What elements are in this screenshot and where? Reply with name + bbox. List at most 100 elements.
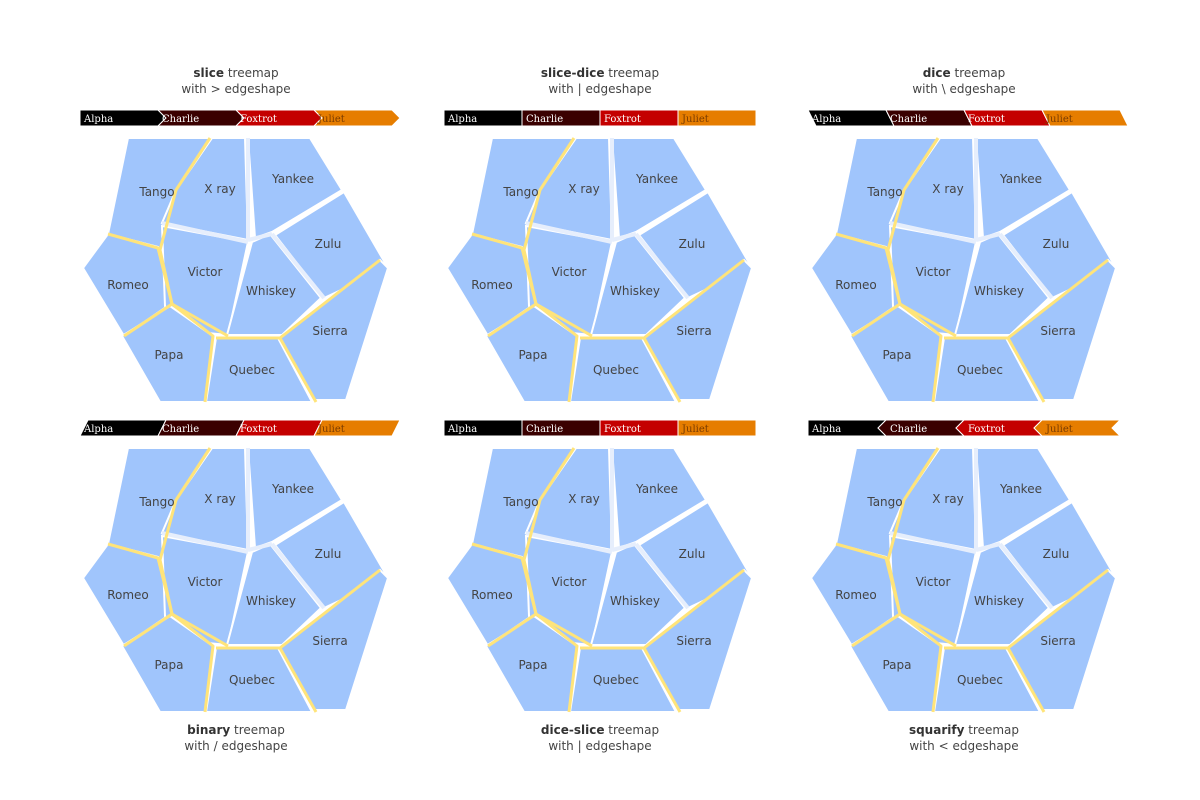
chart-subtitle: with | edgeshape — [548, 739, 652, 753]
cell-label: Sierra — [1040, 634, 1075, 648]
pathbar-label: Charlie — [162, 114, 199, 125]
cell-label: Quebec — [593, 673, 639, 687]
cell-label: Whiskey — [246, 594, 296, 608]
pathbar-segment[interactable]: Juliet — [677, 419, 757, 437]
chart-subtitle: with > edgeshape — [181, 82, 291, 96]
cell-label: Tango — [866, 495, 902, 509]
cell-label: Zulu — [679, 547, 706, 561]
cell-separator — [270, 542, 326, 610]
treemap-cell[interactable] — [246, 137, 344, 240]
cell-label: Romeo — [471, 278, 513, 292]
pathbar-label: Charlie — [890, 114, 927, 125]
highlight-border — [123, 612, 173, 648]
cell-label: Yankee — [999, 172, 1042, 186]
treemap-cell[interactable] — [610, 447, 708, 550]
pathbar-label: Charlie — [526, 114, 563, 125]
cell-label: Papa — [882, 348, 911, 362]
chart-title-5: squarify treemap with < edgeshape — [908, 723, 1020, 753]
cell-label: Romeo — [107, 278, 149, 292]
highlight-border — [642, 337, 682, 403]
pathbar-segment[interactable]: Juliet — [1041, 109, 1129, 127]
highlight-border — [278, 647, 318, 713]
highlight-border — [522, 137, 579, 403]
treemap-cells: Tango X ray Yankee Zulu Romeo Victor Whiskey Si… — [81, 447, 390, 713]
pathbar-segment[interactable]: Foxtrot — [234, 109, 323, 127]
cell-label: X ray — [568, 182, 599, 196]
cell-separator — [525, 531, 613, 554]
cell-label: Quebec — [593, 363, 639, 377]
pathbar-segment[interactable]: Charlie — [521, 109, 601, 127]
cell-label: Whiskey — [610, 594, 660, 608]
highlight-border — [171, 612, 229, 648]
treemap-cell[interactable] — [974, 447, 1072, 550]
treemap-panel[interactable]: Alpha Charlie Foxtrot Juliet Tango X ray Yanke… — [443, 419, 764, 713]
treemap-panel[interactable]: Alpha Charlie Foxtrot Juliet Tango X ray Yanke… — [79, 419, 401, 713]
cell-label: X ray — [204, 492, 235, 506]
chart-subtitle: with < edgeshape — [909, 739, 1019, 753]
cell-label: Whiskey — [974, 594, 1024, 608]
treemap-panel[interactable]: Alpha Charlie Foxtrot Juliet Tango X ray Yanke… — [443, 109, 764, 403]
pathbar-segment[interactable]: Alpha — [79, 109, 167, 127]
cell-label: Romeo — [835, 278, 877, 292]
pathbar-segment[interactable]: Alpha — [79, 419, 167, 437]
pathbar-segment[interactable]: Foxtrot — [235, 419, 323, 437]
cell-label: Victor — [916, 575, 951, 589]
pathbar-segment[interactable]: Charlie — [521, 419, 601, 437]
cell-label: Tango — [502, 495, 538, 509]
pathbar-segment[interactable]: Alpha — [443, 419, 523, 437]
pathbar-segment[interactable]: Charlie — [157, 419, 245, 437]
pathbar-segment[interactable]: Foxtrot — [599, 109, 679, 127]
pathbar-segment[interactable]: Juliet — [312, 109, 401, 127]
cell-label: Yankee — [271, 172, 314, 186]
cell-label: X ray — [932, 182, 963, 196]
chart-subtitle: with | edgeshape — [548, 82, 652, 96]
cell-label: Tango — [138, 495, 174, 509]
cell-label: Romeo — [835, 588, 877, 602]
pathbar-label: Juliet — [1045, 424, 1073, 435]
pathbar-segment[interactable]: Alpha — [807, 419, 888, 437]
cell-separator — [247, 542, 273, 552]
cell-label: X ray — [568, 492, 599, 506]
treemap-cells: Tango X ray Yankee Zulu Romeo Victor Whiskey Si… — [445, 447, 754, 713]
pathbar-segment[interactable]: Juliet — [313, 419, 401, 437]
pathbar-segment[interactable]: Foxtrot — [599, 419, 679, 437]
highlight-border — [1006, 337, 1046, 403]
chart-subtitle: with \ edgeshape — [912, 82, 1016, 96]
cell-label: Whiskey — [246, 284, 296, 298]
treemap-panel[interactable]: Alpha Charlie Foxtrot Juliet Tango X ray Yanke… — [79, 109, 401, 403]
cell-label: Romeo — [107, 588, 149, 602]
treemap-panel[interactable]: Alpha Charlie Foxtrot Juliet Tango X ray Yanke… — [807, 109, 1129, 403]
cell-label: Victor — [188, 265, 223, 279]
treemap-cell[interactable] — [610, 137, 708, 240]
cell-label: Whiskey — [610, 284, 660, 298]
pathbar-segment[interactable]: Foxtrot — [955, 419, 1044, 437]
pathbar-segment[interactable]: Juliet — [1033, 419, 1122, 437]
pathbar-segment[interactable]: Charlie — [885, 109, 973, 127]
treemap-cell[interactable] — [974, 137, 1072, 240]
cell-separator — [998, 542, 1054, 610]
cell-label: X ray — [932, 492, 963, 506]
pathbar: Alpha Charlie Foxtrot Juliet — [807, 419, 1122, 437]
pathbar-label: Charlie — [526, 424, 563, 435]
pathbar-segment[interactable]: Foxtrot — [963, 109, 1051, 127]
pathbar-segment[interactable]: Alpha — [443, 109, 523, 127]
pathbar-segment[interactable]: Juliet — [677, 109, 757, 127]
cell-label: Whiskey — [974, 284, 1024, 298]
treemap-svg: Alpha Charlie Foxtrot Juliet Tango X ray Yanke… — [79, 419, 401, 713]
cell-separator — [975, 542, 1001, 552]
cell-separator — [161, 221, 249, 244]
pathbar-label: Foxtrot — [604, 424, 641, 435]
cell-label: Zulu — [1043, 237, 1070, 251]
pathbar-label: Charlie — [162, 424, 199, 435]
cell-label: Quebec — [229, 673, 275, 687]
treemap-cell[interactable] — [246, 447, 344, 550]
pathbar-label: Alpha — [447, 114, 477, 125]
cell-separator — [161, 531, 249, 554]
pathbar-segment[interactable]: Alpha — [807, 109, 895, 127]
pathbar-segment[interactable]: Charlie — [877, 419, 966, 437]
treemap-panel[interactable]: Alpha Charlie Foxtrot Juliet Tango X ray Yanke… — [807, 419, 1128, 713]
pathbar-segment[interactable]: Charlie — [156, 109, 245, 127]
treemap-svg: Alpha Charlie Foxtrot Juliet Tango X ray Yanke… — [807, 109, 1129, 403]
highlight-border — [899, 612, 957, 648]
highlight-border — [158, 137, 215, 403]
